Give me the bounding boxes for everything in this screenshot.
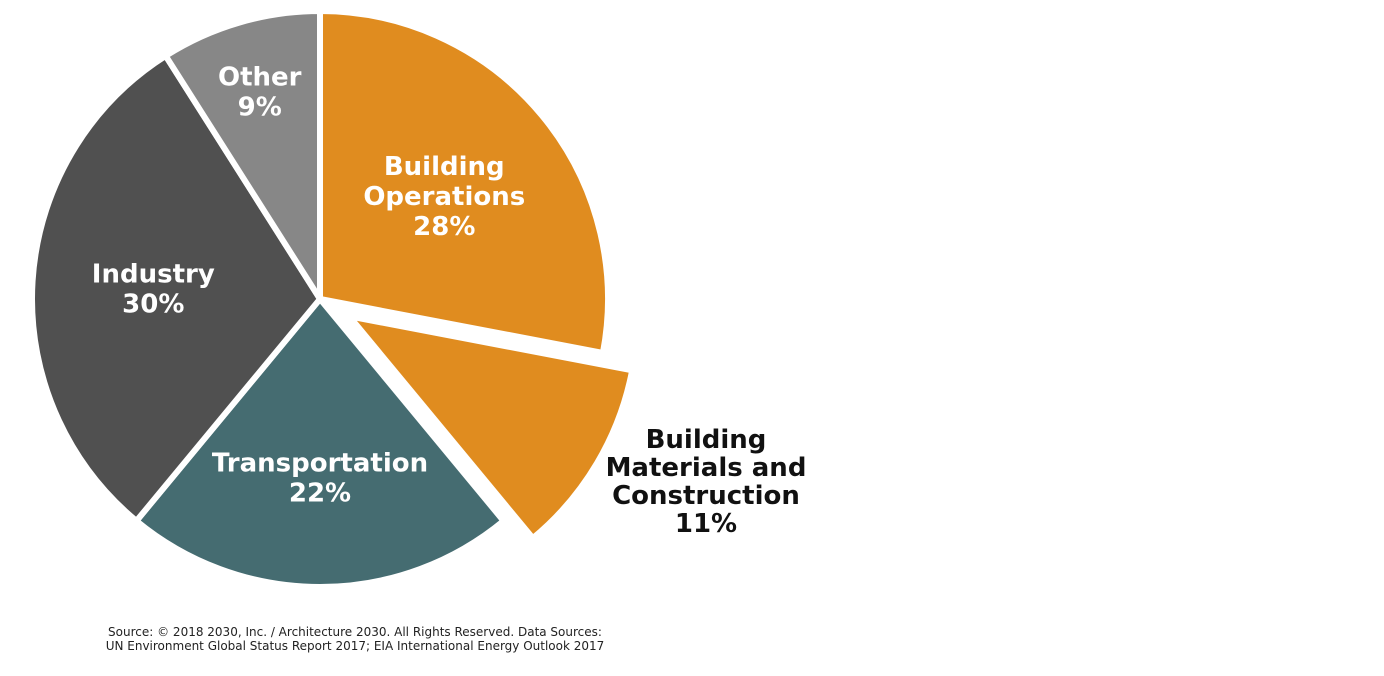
source-line-2: UN Environment Global Status Report 2017… [105,639,605,653]
slice-value-label: 22% [289,479,351,509]
pie-slice-transportation [133,296,507,590]
pie-slice-building-materials-and-construction [346,313,636,542]
slice-name-label: Transportation [212,449,428,479]
pie-slice-building-operations [317,8,611,356]
slice-value-label: 9% [238,93,282,123]
slice-label-building-materials-and-construction: Building Materials and Construction 11% [606,425,807,539]
slice-value-label: 30% [122,290,184,320]
slice-name-label: Other [218,63,302,93]
slice-name-label: Building [646,425,767,455]
slice-value-label: 11% [675,509,737,539]
pie-slice-other [162,8,323,302]
slice-name-label: Materials and [606,453,807,483]
slice-label-building-operations: Building Operations 28% [363,152,525,242]
slice-label-other: Other 9% [218,63,302,123]
pie-slice-industry [29,52,323,524]
slice-label-transportation: Transportation 22% [212,449,428,509]
slice-name-label: Industry [92,260,215,290]
slice-label-industry: Industry 30% [92,260,215,320]
slice-name-label: Operations [363,182,525,212]
slice-name-label: Building [384,152,505,182]
slice-value-label: 28% [413,212,475,242]
source-note: Source: © 2018 2030, Inc. / Architecture… [60,625,650,653]
source-line-1: Source: © 2018 2030, Inc. / Architecture… [108,625,602,639]
slice-name-label: Construction [612,481,800,511]
